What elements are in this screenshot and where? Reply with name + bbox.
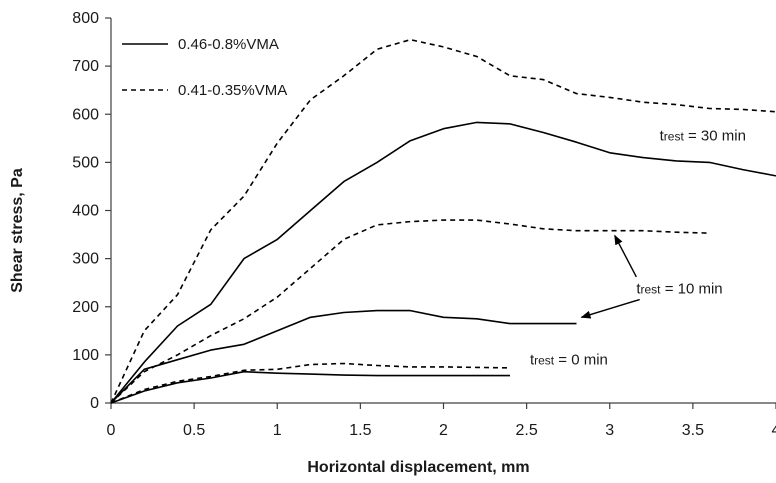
series-lines [110,38,776,404]
annotations: trest = 30 min trest = 10 min trest = 0 mi… [530,128,746,369]
y-tick-label: 200 [72,299,99,316]
rest-time-label: trest = 0 min [530,352,608,369]
series-line-dashed-30-min [110,38,776,404]
x-tick-label: 1.5 [349,422,371,439]
axes: 0 100 200 300 400 500 600 700 800 0 0.5 1 1.5 2 2.5 3 3.… [9,10,776,476]
annotation-arrow [580,298,640,319]
x-tick-label: 3.5 [682,422,704,439]
x-tick-label: 2.5 [516,422,538,439]
annotation-arrow [614,234,637,278]
x-axis-title: Horizontal displacement, mm [307,459,529,476]
series-line-dashed-10-min [110,219,710,404]
legend: 0.46-0.8%VMA 0.41-0.35%VMA [122,36,287,99]
y-tick-label: 500 [72,154,99,171]
series-line-dashed-0-min [110,362,511,404]
y-tick-label: 800 [72,10,99,27]
legend-label: 0.46-0.8%VMA [178,36,279,53]
series-line-solid-30-min [110,121,776,404]
x-tick-label: 2 [439,422,448,439]
rest-time-label: trest = 30 min [660,128,746,145]
y-tick-label: 600 [72,106,99,123]
series-line-solid-10-min [110,309,577,404]
x-tick-label: 4 [772,422,776,439]
x-tick-label: 0.5 [183,422,205,439]
y-tick-label: 0 [90,395,99,412]
y-tick-label: 300 [72,251,99,268]
y-axis-title: Shear stress, Pa [9,168,26,293]
x-tick-label: 3 [605,422,614,439]
series-line-solid-0-min [110,370,510,404]
rest-time-label: trest = 10 min [636,280,722,297]
legend-label: 0.41-0.35%VMA [178,82,287,99]
y-tick-label: 400 [72,203,99,220]
x-tick-label: 0 [107,422,116,439]
y-tick-label: 700 [72,58,99,75]
x-tick-label: 1 [273,422,282,439]
y-tick-label: 100 [72,347,99,364]
